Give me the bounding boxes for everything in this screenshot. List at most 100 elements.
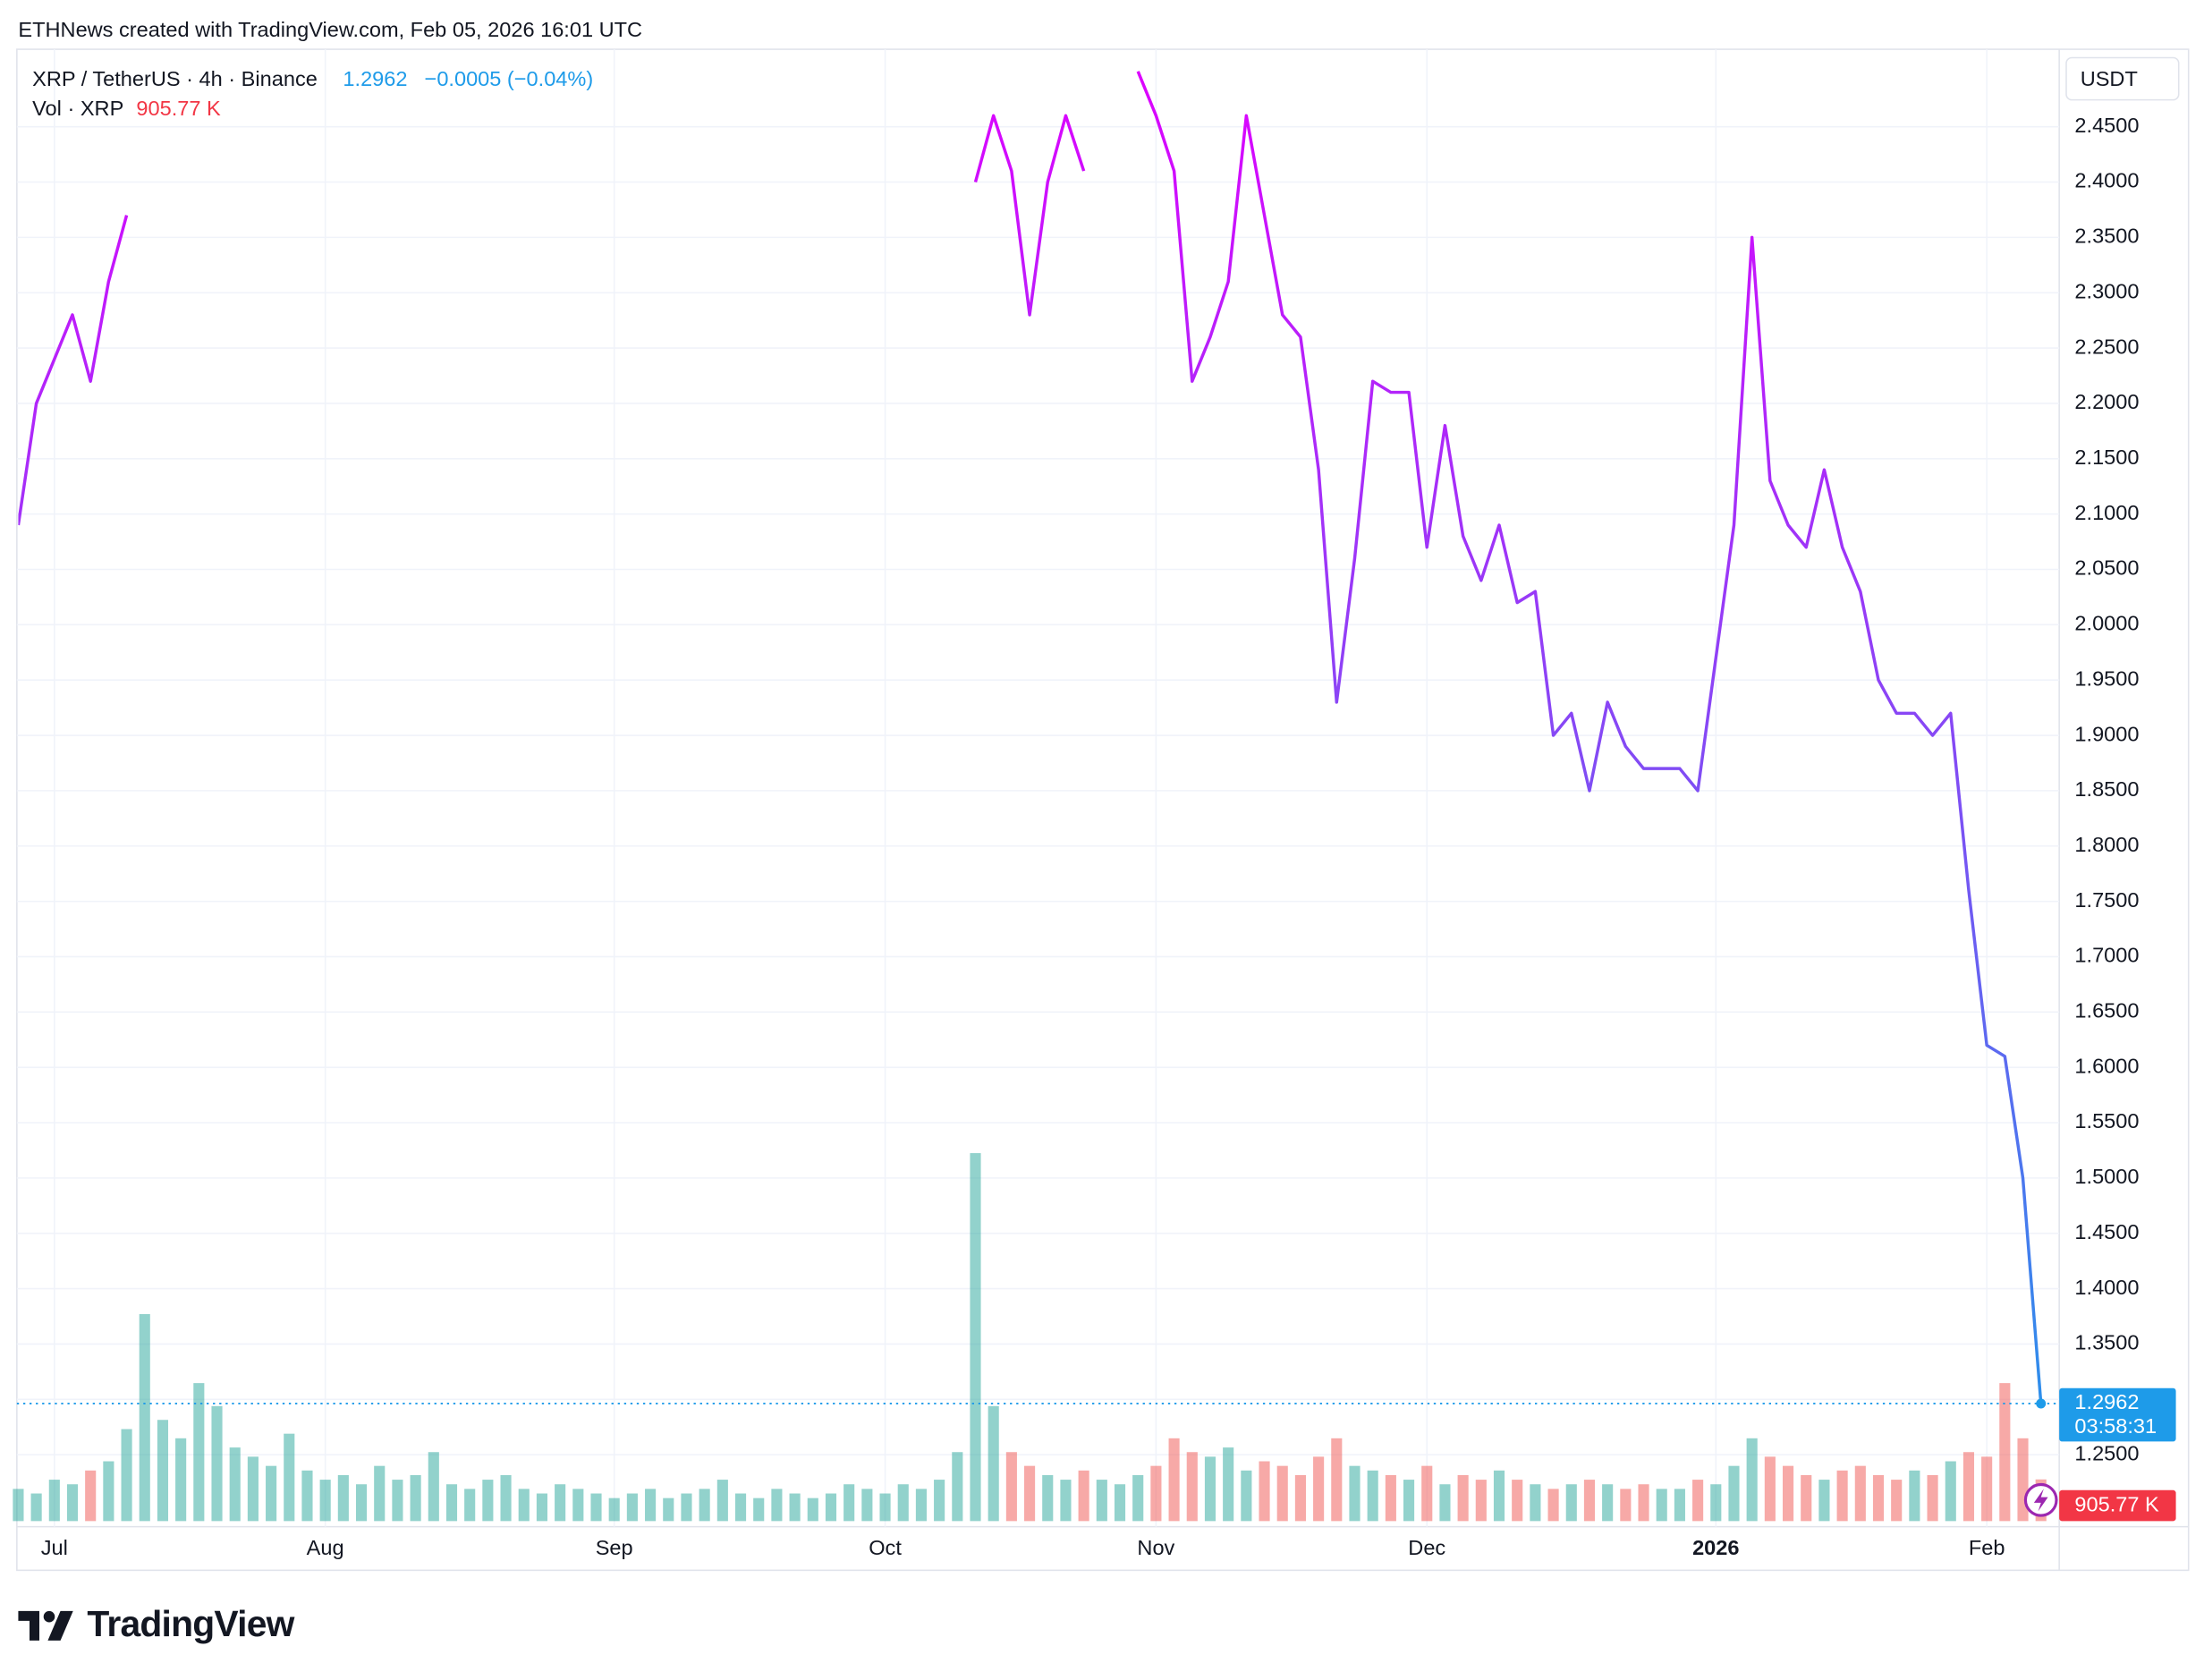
x-tick-label: Nov — [1137, 1536, 1174, 1559]
volume-bar — [897, 1484, 909, 1522]
volume-bar — [482, 1480, 494, 1522]
volume-bar — [1294, 1474, 1306, 1522]
volume-bar — [193, 1383, 205, 1522]
x-tick-label: 2026 — [1692, 1536, 1739, 1559]
x-tick-label: Aug — [307, 1536, 344, 1559]
volume-bar — [1583, 1480, 1596, 1522]
volume-bar — [1493, 1470, 1505, 1522]
volume-bar — [1818, 1480, 1830, 1522]
volume-bar — [337, 1474, 349, 1522]
volume-bar — [284, 1433, 295, 1522]
y-tick-label: 2.3000 — [2074, 279, 2139, 302]
volume-bar — [843, 1484, 855, 1522]
volume-bar — [266, 1465, 277, 1522]
volume-bar — [157, 1420, 169, 1522]
volume-bar — [301, 1470, 313, 1522]
volume-bar — [753, 1498, 765, 1522]
y-tick-label: 2.0000 — [2074, 612, 2139, 635]
y-tick-label: 1.4500 — [2074, 1220, 2139, 1243]
legend-volume-value: 905.77 K — [136, 97, 221, 120]
y-tick-label: 1.2500 — [2074, 1441, 2139, 1464]
y-tick-label: 1.8500 — [2074, 777, 2139, 801]
y-tick-label: 1.6500 — [2074, 999, 2139, 1022]
currency: USDT — [2081, 67, 2138, 90]
y-tick-label: 1.6000 — [2074, 1054, 2139, 1077]
y-tick-label: 1.8000 — [2074, 833, 2139, 856]
x-tick-label: Jul — [41, 1536, 68, 1559]
y-tick-label: 1.9500 — [2074, 666, 2139, 690]
alert-bolt — [2033, 1489, 2048, 1512]
logo-dot — [43, 1610, 55, 1623]
volume-bar — [1782, 1465, 1794, 1522]
logo-text: TradingView — [87, 1603, 294, 1644]
volume-bar — [1403, 1480, 1415, 1522]
x-tick-label: Dec — [1408, 1536, 1445, 1559]
volume-bar — [139, 1313, 150, 1522]
volume-bar — [861, 1489, 873, 1522]
logo: TradingView — [18, 1603, 295, 1644]
volume-bar — [1909, 1470, 1920, 1522]
volume-bar — [1078, 1470, 1089, 1522]
volume-bar — [1204, 1456, 1216, 1522]
volume-bar — [1168, 1438, 1180, 1522]
volume-bar — [1891, 1480, 1903, 1522]
volume-bar — [626, 1493, 638, 1522]
volume-bar — [1005, 1452, 1017, 1522]
last-price-label: 1.2962 — [2074, 1390, 2139, 1413]
price — [18, 71, 2043, 1404]
volume-bar — [518, 1489, 530, 1522]
y-tick-label: 1.4000 — [2074, 1276, 2139, 1299]
volume-bar — [175, 1438, 187, 1522]
volume-bar — [85, 1470, 97, 1522]
y-tick-label: 2.4500 — [2074, 114, 2139, 137]
volume-bar — [1439, 1484, 1451, 1522]
legend-volume: Vol · XRP — [32, 97, 123, 120]
volume-bar — [716, 1480, 728, 1522]
volume-bar — [789, 1493, 801, 1522]
volume-bar — [1385, 1474, 1396, 1522]
volume-bar — [970, 1153, 981, 1522]
volume-bar — [355, 1484, 368, 1522]
volume-bar — [1565, 1484, 1577, 1522]
volume-bar — [825, 1493, 837, 1522]
volume-bar — [1259, 1461, 1270, 1522]
last-volume-label: 905.77 K — [2074, 1492, 2159, 1515]
volume-bar — [734, 1493, 747, 1522]
volume-bar — [1764, 1456, 1776, 1522]
volume-bar — [536, 1493, 547, 1522]
volume-bar — [1836, 1470, 1848, 1522]
volume-bar — [1421, 1465, 1433, 1522]
volume-bar — [1150, 1465, 1162, 1522]
y-tick-label: 2.1000 — [2074, 501, 2139, 524]
y-tick-label: 2.4000 — [2074, 169, 2139, 192]
attribution: ETHNews created with TradingView.com, Fe… — [18, 18, 642, 41]
logo-slash — [47, 1610, 73, 1641]
volume-bar — [48, 1480, 60, 1522]
y-tick-label: 2.1500 — [2074, 445, 2139, 469]
volume-bar — [1367, 1470, 1378, 1522]
volume-bar — [590, 1493, 602, 1522]
volume-bar — [1114, 1484, 1126, 1522]
volume-bar — [500, 1474, 512, 1522]
volume-bar — [1692, 1480, 1704, 1522]
volume-bar — [445, 1484, 458, 1522]
volume-bar — [1674, 1489, 1685, 1522]
volume-bar — [229, 1447, 241, 1522]
volume-bar — [807, 1498, 818, 1522]
volume-bar — [464, 1489, 476, 1522]
legend-symbol: XRP / TetherUS · 4h · Binance — [32, 67, 318, 90]
legend-change: −0.0005 (−0.04%) — [425, 67, 594, 90]
y-tick-label: 1.3500 — [2074, 1331, 2139, 1354]
y-tick-label: 2.0500 — [2074, 556, 2139, 580]
last-price-box — [2059, 1387, 2176, 1442]
volume-bar — [1042, 1474, 1054, 1522]
volume-bar — [1241, 1470, 1252, 1522]
currency-box[interactable] — [2065, 56, 2180, 101]
y-tick-label: 2.2000 — [2074, 390, 2139, 413]
volume-bar — [771, 1489, 783, 1522]
volume-bar — [1854, 1465, 1866, 1522]
volume-bar — [1801, 1474, 1812, 1522]
